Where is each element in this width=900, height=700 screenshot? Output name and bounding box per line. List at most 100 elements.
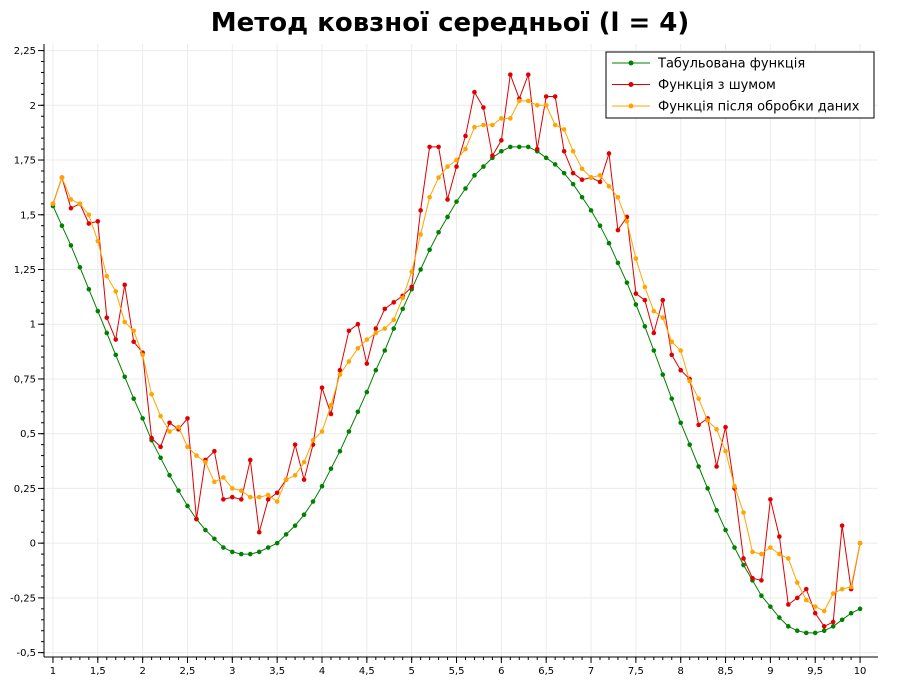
data-point (723, 448, 728, 454)
y-tick-label: 1,75 (14, 156, 36, 167)
data-point (212, 479, 217, 485)
data-point (490, 122, 495, 128)
legend-item-3: Функція після обробки даних (612, 100, 860, 115)
y-tick-label: 0,5 (20, 429, 36, 440)
x-tick-label: 1 (50, 666, 56, 677)
x-tick-label: 6,5 (538, 666, 554, 677)
data-point (409, 269, 414, 274)
data-point (642, 284, 648, 290)
data-point (328, 466, 334, 472)
data-point (660, 315, 666, 320)
data-point (391, 300, 397, 305)
data-point (786, 556, 791, 561)
data-point (830, 619, 836, 625)
data-point (463, 146, 468, 152)
data-point (794, 580, 800, 585)
data-point (319, 385, 325, 391)
legend-swatch-marker (628, 103, 634, 109)
data-point (508, 72, 513, 77)
data-point (812, 630, 818, 636)
data-point (50, 201, 56, 207)
data-point (678, 420, 684, 426)
data-point (561, 170, 567, 176)
legend-label: Табульована функція (657, 57, 805, 72)
data-point (812, 604, 818, 609)
data-point (77, 201, 83, 207)
data-point (633, 291, 639, 296)
data-point (301, 477, 307, 482)
data-point (122, 319, 128, 325)
data-point (642, 324, 648, 329)
y-tick-label: 0,25 (14, 484, 36, 495)
y-tick-label: 0 (30, 539, 36, 550)
data-point (687, 378, 692, 384)
data-point (265, 545, 271, 550)
data-point (194, 516, 199, 522)
data-point (176, 424, 181, 430)
data-point (768, 604, 773, 609)
data-point (256, 529, 262, 535)
data-point (723, 424, 728, 430)
x-tick-label: 4,5 (359, 666, 375, 677)
data-point (301, 459, 307, 465)
data-point (445, 164, 450, 169)
data-point (221, 497, 226, 502)
y-tick-label: 0,75 (14, 374, 36, 385)
data-point (651, 308, 657, 314)
data-point (203, 459, 208, 465)
data-point (454, 157, 459, 163)
x-tick-label: 6 (498, 666, 504, 677)
data-point (777, 551, 782, 557)
data-point (839, 523, 845, 528)
data-point (463, 186, 468, 191)
data-point (292, 472, 298, 478)
data-point (848, 584, 854, 590)
data-point (606, 184, 612, 189)
data-point (561, 127, 567, 132)
x-tick-label: 7 (588, 666, 594, 677)
x-tick-label: 8 (678, 666, 684, 677)
data-point (660, 372, 666, 377)
data-point (104, 330, 110, 336)
data-point (759, 578, 764, 583)
y-tick-label: -0,5 (16, 648, 36, 659)
data-point (104, 315, 110, 320)
data-point (821, 628, 827, 634)
data-point (445, 214, 450, 220)
data-point (382, 326, 388, 331)
data-point (373, 326, 379, 331)
data-point (543, 103, 549, 108)
data-point (777, 534, 782, 539)
data-point (830, 591, 836, 596)
data-point (427, 247, 432, 253)
legend-label: Функція з шумом (658, 78, 776, 93)
data-point (319, 483, 325, 489)
data-point (158, 413, 163, 419)
data-point (167, 429, 172, 434)
data-point (472, 89, 477, 95)
data-point (839, 586, 845, 592)
data-point (463, 133, 468, 139)
data-point (606, 240, 612, 246)
data-point (418, 267, 423, 272)
x-tick-label: 2 (139, 666, 145, 677)
data-point (445, 197, 450, 202)
data-point (337, 372, 343, 377)
data-point (786, 602, 791, 607)
data-point (561, 148, 567, 154)
data-point (606, 151, 612, 156)
series-1 (50, 144, 863, 636)
data-point (301, 512, 307, 517)
data-point (624, 219, 630, 224)
axes: 1 1,5 2 2,5 3 3,5 4 4,5 5 5,5 6 6,5 7 7,5 8 8,5 9 9,5 10-0… (10, 44, 878, 677)
data-point (830, 624, 836, 629)
y-tick-label: 2,25 (14, 46, 36, 57)
data-point (552, 162, 558, 167)
data-point (812, 610, 818, 616)
data-point (265, 497, 271, 502)
data-point (95, 308, 101, 314)
data-point (516, 98, 522, 104)
data-point (391, 317, 397, 323)
data-point (777, 615, 782, 620)
data-point (247, 457, 253, 463)
